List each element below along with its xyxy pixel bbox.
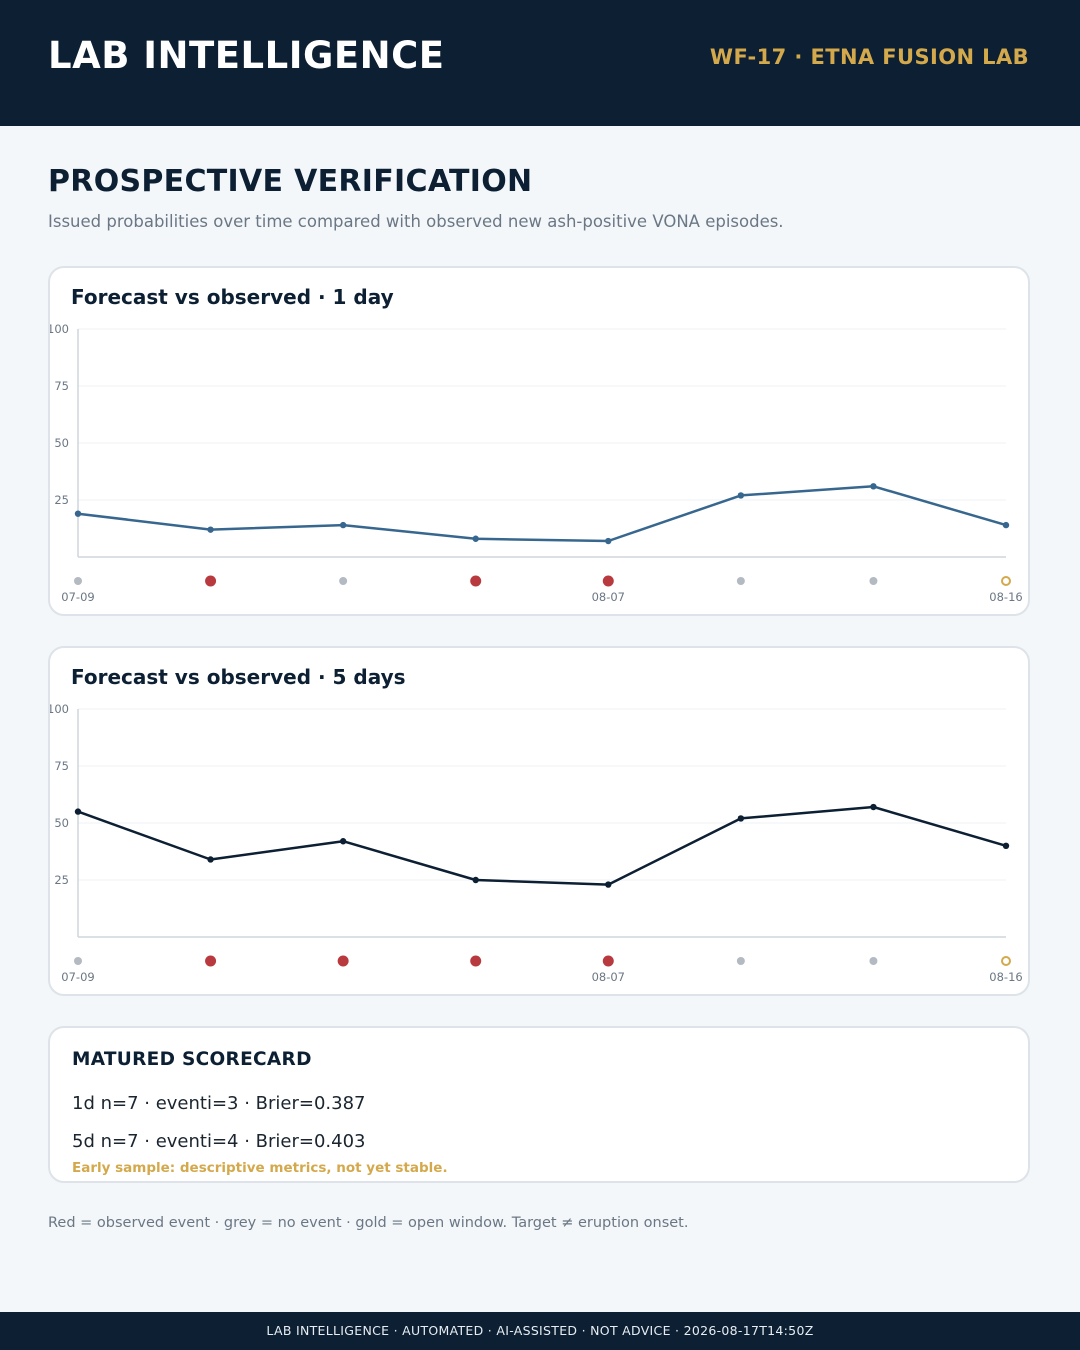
data-point-1d-7 [1002,521,1010,529]
scorecard-card: MATURED SCORECARD 1d n=7 · eventi=3 · Br… [48,1026,1030,1183]
outcome-event-marker [337,955,349,967]
y-tick-label-50: 50 [54,816,69,830]
chart-card-1d: 25 50 75 100 07-09 08-07 08-16 Forecast vs obs… [48,266,1030,616]
data-point-5d-7 [1002,842,1010,849]
outcome-no-event-marker [339,577,348,585]
y-tick-label-100: 100 [50,322,69,336]
data-point-5d-2 [339,838,347,845]
lab-identifier: WF-17 · ETNA FUSION LAB [709,45,1029,69]
data-point-1d-0 [74,510,82,517]
chart-card-5d: 25 50 75 100 07-09 08-07 08-16 Forecast vs obs… [48,646,1030,996]
outcome-no-event-marker [74,577,82,585]
outcome-no-event-marker [736,577,745,585]
data-point-1d-1 [207,526,214,533]
chart-5d-svg: 25 50 75 100 07-09 08-07 08-16 [50,702,1023,984]
outcome-no-event-marker [869,577,878,585]
y-tick-label-25: 25 [54,493,69,507]
outcome-no-event-marker [736,957,745,965]
series-line-5d [77,805,1007,886]
data-point-1d-5 [737,492,745,499]
header-bar: LAB INTELLIGENCE WF-17 · ETNA FUSION LAB [0,0,1080,126]
outcome-no-event-marker [869,957,878,965]
x-tick-label: 08-07 [592,590,625,604]
data-point-1d-6 [870,483,877,490]
y-tick-label-100: 100 [50,702,69,716]
outcome-event-marker [470,955,482,967]
outcome-open-marker [1001,956,1011,966]
x-tick-label: 08-16 [989,970,1022,984]
footer-bar: LAB INTELLIGENCE · AUTOMATED · AI-ASSIST… [0,1312,1080,1350]
data-point-5d-0 [74,808,82,815]
outcome-event-marker [205,575,217,587]
x-tick-label: 08-07 [592,970,625,984]
page-title: PROSPECTIVE VERIFICATION [48,164,533,199]
outcome-event-marker [205,955,217,967]
outcome-open-marker [1001,576,1011,586]
y-tick-label-75: 75 [54,379,69,393]
outcome-no-event-marker [74,957,82,965]
x-tick-label: 07-09 [61,590,94,604]
scorecard-row-5d: 5d n=7 · eventi=4 · Brier=0.403 [72,1131,366,1152]
data-point-5d-4 [605,881,612,888]
legend-note: Red = observed event · grey = no event ·… [48,1215,689,1231]
series-line-1d [77,485,1007,543]
data-point-5d-3 [472,876,479,884]
y-tick-label-50: 50 [54,436,69,450]
data-point-5d-5 [737,815,745,822]
scorecard-note: Early sample: descriptive metrics, not y… [72,1160,448,1176]
data-point-1d-4 [605,537,612,545]
data-point-5d-6 [870,803,877,811]
data-point-1d-3 [472,535,479,542]
scorecard-row-1d: 1d n=7 · eventi=3 · Brier=0.387 [72,1093,366,1114]
scorecard-title: MATURED SCORECARD [72,1049,312,1070]
data-point-5d-1 [207,856,214,863]
chart-5d-title: Forecast vs observed · 5 days [71,665,406,689]
y-tick-label-25: 25 [54,873,69,887]
chart-1d-svg: 25 50 75 100 07-09 08-07 08-16 [50,322,1023,604]
brand-title: LAB INTELLIGENCE [48,34,445,77]
outcome-event-marker [602,955,614,967]
data-point-1d-2 [339,521,347,529]
outcome-event-marker [602,575,614,587]
page-subtitle: Issued probabilities over time compared … [48,212,784,231]
x-tick-label: 08-16 [989,590,1022,604]
x-tick-label: 07-09 [61,970,94,984]
outcome-event-marker [470,575,482,587]
chart-1d-title: Forecast vs observed · 1 day [71,285,394,309]
y-tick-label-75: 75 [54,759,69,773]
